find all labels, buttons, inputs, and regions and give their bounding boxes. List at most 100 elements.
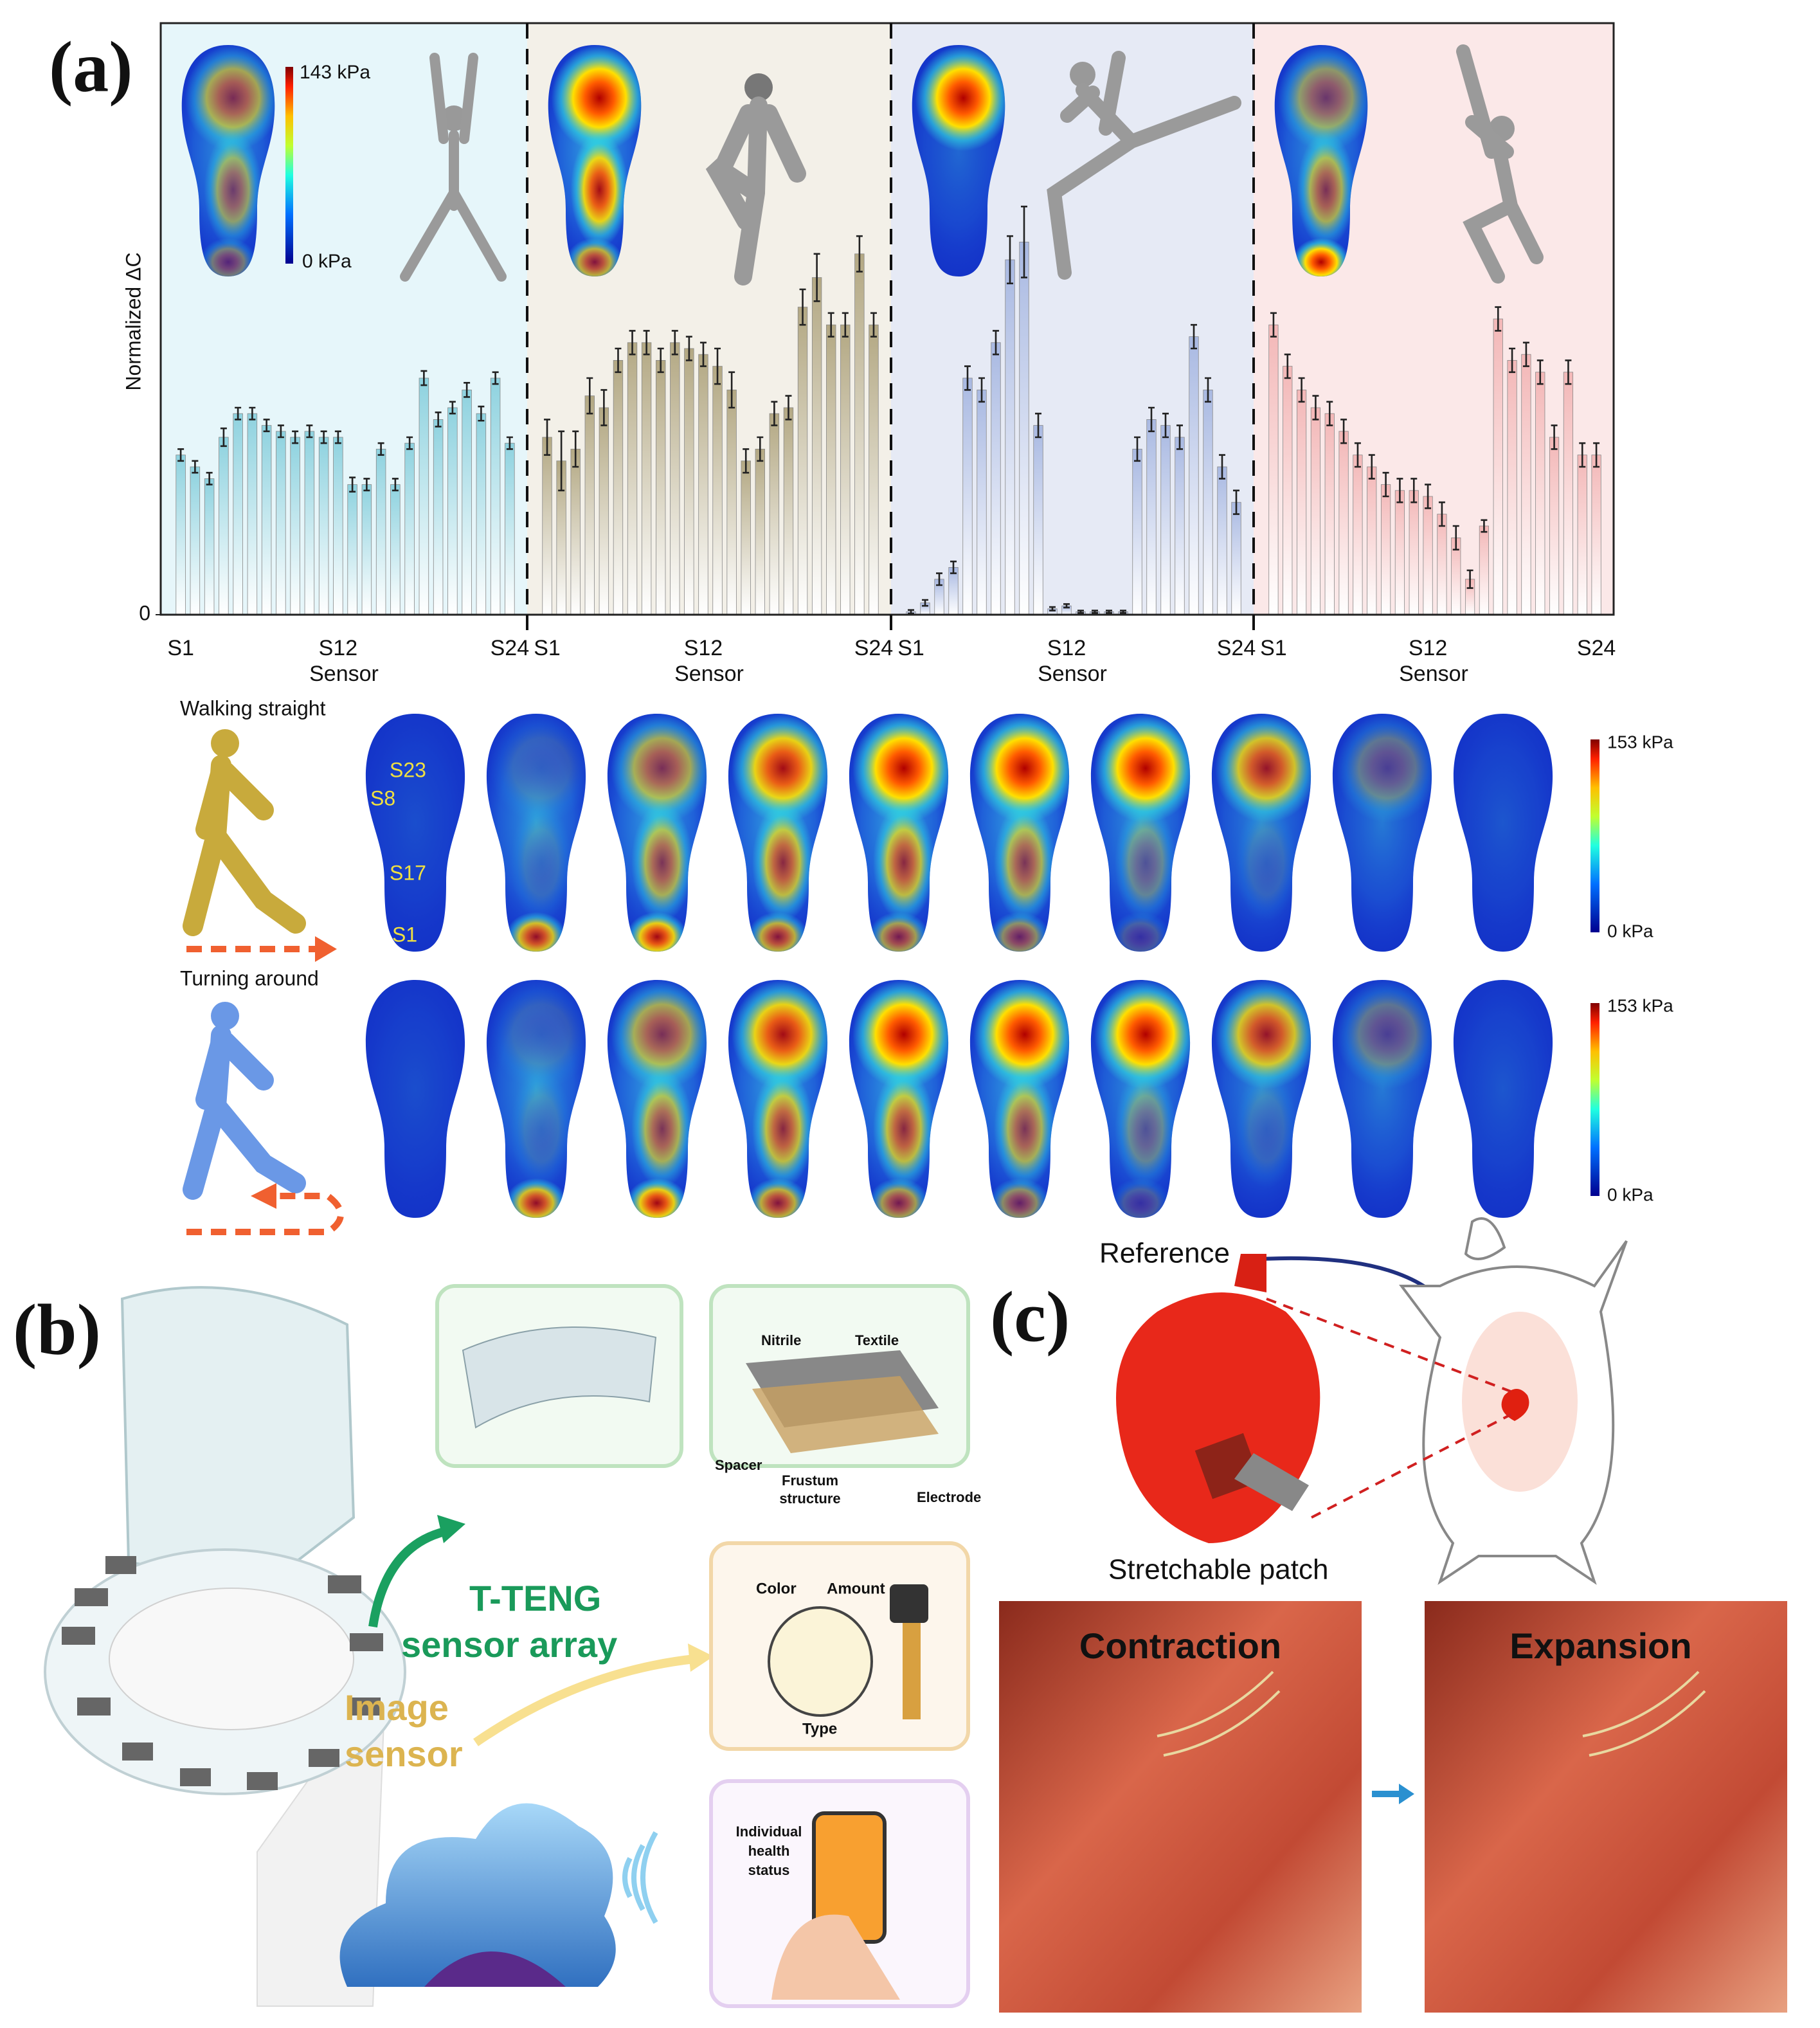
error-bar	[643, 330, 650, 356]
bar	[1535, 372, 1545, 615]
bar	[1367, 466, 1377, 615]
error-bar	[349, 476, 356, 493]
bar	[1005, 259, 1015, 615]
bar	[1423, 496, 1433, 615]
heat-region	[873, 1069, 935, 1188]
x-axis-label: Sensor	[309, 662, 379, 686]
error-bar	[699, 341, 707, 367]
x-tick-label: S1	[897, 636, 924, 660]
heat-region	[1336, 714, 1432, 823]
bar	[1268, 324, 1279, 615]
insole	[486, 714, 586, 952]
heat-region	[852, 980, 949, 1089]
bar	[233, 413, 243, 615]
heat-region	[989, 912, 1051, 952]
panel-label: (a)	[49, 28, 133, 107]
bar	[584, 395, 595, 615]
heat-region	[505, 1178, 568, 1218]
bar	[190, 466, 201, 615]
colorbar-max: 143 kPa	[300, 62, 370, 83]
pose-figures	[400, 44, 1544, 285]
x-tick-label: S24	[1577, 636, 1616, 660]
error-bar	[785, 395, 792, 421]
bar	[1577, 455, 1587, 615]
error-bar	[1284, 353, 1291, 379]
bar	[1549, 437, 1560, 615]
error-bar	[743, 448, 750, 474]
error-bar	[492, 371, 499, 385]
heat-region	[570, 132, 629, 248]
heat-region	[490, 714, 586, 823]
arrow-head	[1399, 1784, 1414, 1804]
bar	[333, 437, 343, 615]
y-tick-label: 0	[139, 601, 150, 624]
error-bar	[586, 377, 593, 415]
insole-heat	[486, 980, 586, 1218]
bar	[599, 407, 609, 615]
error-bar	[334, 430, 341, 444]
bar	[1132, 449, 1142, 615]
layer-label: Spacer	[715, 1457, 762, 1473]
error-bar	[1396, 478, 1403, 503]
bar	[347, 484, 357, 615]
bar	[1033, 425, 1043, 615]
insole-heat	[849, 980, 949, 1218]
insole	[849, 980, 949, 1218]
bar	[1175, 437, 1185, 615]
bar	[462, 390, 472, 615]
insole	[1211, 714, 1311, 952]
cloud	[339, 1803, 616, 1987]
heat-region	[1297, 132, 1355, 248]
toilet	[44, 1286, 406, 2007]
circuit	[424, 1951, 566, 1987]
error-bar	[1340, 419, 1347, 444]
error-bar	[1106, 610, 1112, 614]
heat-region	[510, 802, 572, 922]
error-bar	[1176, 424, 1183, 450]
bar	[176, 455, 186, 615]
bar	[1296, 390, 1307, 615]
bar	[797, 307, 808, 615]
error-bar	[1438, 501, 1445, 527]
insole	[607, 714, 707, 952]
error-bar	[420, 370, 428, 386]
heat-region	[611, 980, 707, 1089]
heat-region	[868, 1178, 930, 1218]
heat-region	[752, 802, 814, 922]
x-tick-label: S12	[684, 636, 723, 660]
heat-region	[1236, 1069, 1297, 1188]
bar	[977, 390, 987, 615]
heat-region	[973, 980, 1070, 1089]
health-label: health	[748, 1843, 790, 1859]
sensor-label: S23	[390, 758, 426, 781]
error-bar	[728, 371, 735, 409]
layer-label: structure	[779, 1490, 840, 1507]
bar	[1231, 502, 1241, 615]
heat-region	[551, 45, 642, 151]
error-bar	[799, 288, 806, 326]
bar	[204, 478, 215, 615]
insole-heat	[1090, 980, 1191, 1218]
error-bar	[1063, 603, 1070, 609]
error-bar	[177, 448, 185, 462]
bar	[390, 484, 401, 615]
error-bar	[1092, 610, 1098, 614]
bar	[712, 366, 723, 615]
insole-heat	[486, 714, 586, 952]
heat-region	[505, 912, 568, 952]
callout: sensor array	[401, 1624, 617, 1665]
insole-heat	[728, 980, 828, 1218]
error-bar	[572, 430, 579, 468]
camera-cable	[903, 1623, 921, 1719]
bar	[419, 377, 429, 615]
colorbar	[1590, 1003, 1599, 1196]
x-tick-label: S12	[1409, 636, 1448, 660]
bar	[869, 324, 879, 615]
insole-heat	[728, 714, 828, 952]
annotation: Reference	[1099, 1238, 1230, 1269]
error-bar	[478, 405, 485, 422]
callout: Image	[345, 1687, 449, 1728]
bar	[962, 377, 973, 615]
error-bar	[1509, 347, 1516, 374]
